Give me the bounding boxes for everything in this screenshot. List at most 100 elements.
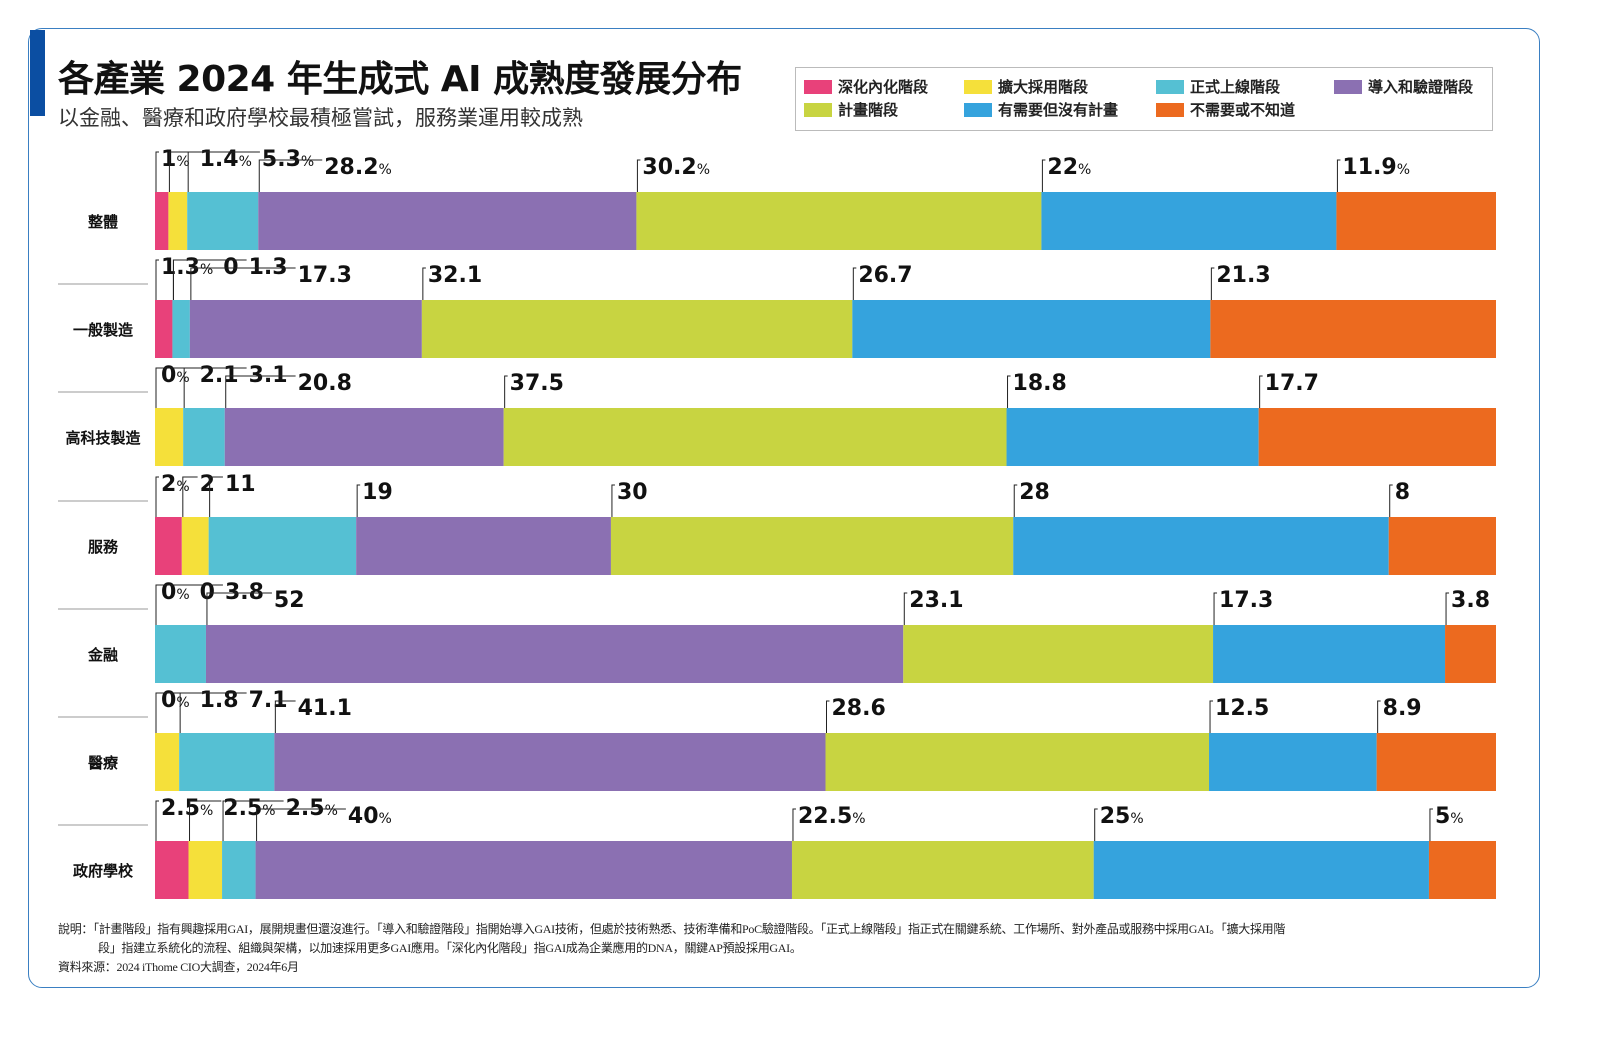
data-label: 2%: [161, 472, 190, 497]
legend-item: 有需要但沒有計畫: [964, 99, 1118, 120]
bar-segment: [155, 517, 182, 575]
data-label: 26.7: [858, 263, 912, 288]
bar-segment: [1093, 841, 1429, 899]
bar-segment: [903, 625, 1214, 683]
bar-segment: [825, 733, 1210, 791]
label-leader-line: [1094, 808, 1098, 841]
legend-label: 計畫階段: [838, 101, 899, 119]
data-label: 28.2%: [324, 155, 392, 180]
bar-segment: [208, 517, 357, 575]
label-leader-line: [611, 484, 615, 517]
bar-segment: [503, 408, 1007, 466]
legend-label: 深化內化階段: [838, 78, 929, 96]
data-label: 41.1: [298, 696, 352, 721]
data-label: 17.7: [1265, 371, 1319, 396]
data-label: 30: [617, 480, 648, 505]
label-leader-line: [792, 808, 796, 841]
category-label: 政府學校: [73, 862, 134, 880]
label-leader-line: [1377, 700, 1381, 733]
data-label: 0%: [161, 688, 190, 713]
label-leader-line: [1210, 267, 1215, 300]
bar-segment: [155, 625, 206, 683]
bar-segment: [1376, 733, 1496, 791]
data-label: 22%: [1047, 155, 1091, 180]
label-leader-line: [852, 267, 857, 300]
data-label: 8: [1395, 480, 1410, 505]
data-label: 11.9%: [1342, 155, 1410, 180]
legend-swatch: [804, 79, 832, 94]
data-label: 3.8: [1451, 588, 1490, 613]
bar-segment: [155, 192, 169, 250]
bar-segment: [1213, 625, 1446, 683]
label-leader-line: [1209, 700, 1214, 733]
bar-segment: [155, 841, 189, 899]
bar-segment: [155, 300, 173, 358]
category-label: 服務: [88, 538, 119, 556]
label-leader-line: [190, 267, 296, 300]
legend-label: 導入和驗證階段: [1368, 78, 1474, 96]
label-leader-line: [155, 151, 159, 192]
legend-label: 擴大採用階段: [998, 78, 1089, 96]
data-label: 1.4%: [200, 147, 252, 172]
bar-segment: [636, 192, 1042, 250]
label-leader-line: [1041, 159, 1046, 192]
data-label: 40%: [348, 804, 392, 829]
bar-segment: [1445, 625, 1496, 683]
label-leader-line: [172, 259, 247, 300]
category-label: 一般製造: [73, 321, 133, 339]
data-label: 17.3: [1219, 588, 1273, 613]
label-leader-line: [826, 700, 830, 733]
bar-segment: [274, 733, 826, 791]
bar-segment: [258, 192, 637, 250]
bar-segment: [1210, 300, 1496, 358]
bar-segment: [791, 841, 1094, 899]
legend-swatch: [1156, 102, 1184, 117]
legend-item: 正式上線階段: [1156, 76, 1280, 97]
label-leader-line: [179, 692, 247, 733]
bar-segment: [1258, 408, 1496, 466]
data-label: 52: [274, 588, 305, 613]
label-leader-line: [1429, 808, 1433, 841]
label-leader-line: [1389, 484, 1393, 517]
label-leader-line: [504, 375, 508, 408]
bar-segment: [168, 192, 188, 250]
data-label: 0%: [161, 580, 190, 605]
legend-item: 擴大採用階段: [964, 76, 1088, 97]
label-leader-line: [903, 592, 908, 625]
chart-frame: [28, 28, 1540, 988]
legend-swatch: [964, 79, 992, 94]
category-label: 金融: [87, 646, 118, 664]
label-leader-line: [187, 151, 260, 192]
data-label: 21.3: [1216, 263, 1270, 288]
bar-segment: [172, 300, 190, 358]
data-label: 19: [362, 480, 393, 505]
label-leader-line: [209, 476, 223, 517]
note-line-1: 說明：「計畫階段」指有興趣採用GAI，展開規畫但還沒進行。「導入和驗證階段」指開…: [58, 922, 1286, 936]
data-label: 28: [1019, 480, 1050, 505]
chart-title: 各產業 2024 年生成式 AI 成熟度發展分布: [58, 59, 742, 100]
legend-item: 導入和驗證階段: [1334, 76, 1473, 97]
data-label: 0%: [161, 363, 190, 388]
data-label: 23.1: [909, 588, 963, 613]
legend-swatch: [1156, 79, 1184, 94]
data-label: 17.3: [298, 263, 352, 288]
legend-swatch: [1334, 79, 1362, 94]
bar-segment: [179, 733, 275, 791]
label-leader-line: [225, 375, 296, 408]
data-label: 25%: [1100, 804, 1144, 829]
legend-label: 不需要或不知道: [1190, 101, 1296, 119]
bar-segment: [1006, 408, 1259, 466]
label-leader-line: [1013, 484, 1018, 517]
data-label: 8.9: [1383, 696, 1422, 721]
bar-segment: [224, 408, 504, 466]
bar-segment: [181, 517, 209, 575]
bar-segment: [255, 841, 792, 899]
label-leader-line: [155, 259, 159, 300]
bar-segment: [188, 841, 223, 899]
category-label: 高科技製造: [65, 429, 140, 447]
label-leader-line: [636, 159, 641, 192]
source: 資料來源：2024 iThome CIO大調查，2024年6月: [58, 960, 299, 974]
bar-segment: [1013, 517, 1389, 575]
data-label: 2.5%: [223, 796, 275, 821]
